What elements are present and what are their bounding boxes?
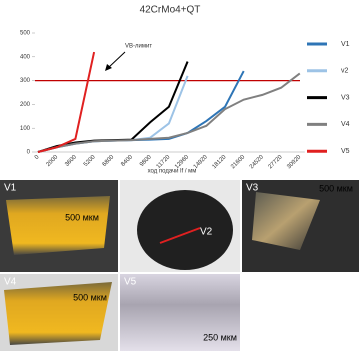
y-tick-label: 100 [20, 126, 31, 132]
y-tick-label: 500 [20, 31, 31, 37]
photo-label: V1 [4, 183, 17, 194]
scale-label: 250 мкм [203, 332, 237, 342]
insert-v3 [252, 192, 320, 250]
y-tick-label: 200 [20, 102, 31, 108]
scale-label: 500 мкм [319, 183, 353, 193]
photo-label: V5 [124, 277, 137, 288]
legend-label: V4 [341, 121, 350, 128]
arrow-head [105, 64, 112, 71]
x-tick-label: 3600 [64, 154, 78, 168]
series-line [37, 72, 301, 153]
annotation-arrow [107, 51, 126, 69]
photos [0, 180, 359, 351]
x-tick-label: 6800 [102, 154, 116, 168]
photo-label: V4 [4, 277, 17, 288]
y-tick-label: 400 [20, 54, 31, 60]
chart-title: 42CrMo4+QT [140, 5, 201, 16]
insert-v1 [6, 196, 110, 255]
x-tick-label: 5200 [83, 154, 97, 168]
insert-v2 [137, 190, 233, 270]
x-tick-label: 18120 [211, 154, 228, 171]
photo-label: V3 [246, 183, 259, 194]
x-tick-label: 0 [34, 154, 41, 161]
photo-label: V2 [200, 227, 213, 238]
photo-v5 [120, 274, 240, 351]
x-tick-label: 30920 [286, 154, 303, 171]
x-tick-label: 8400 [120, 154, 134, 168]
legend-label: V3 [341, 94, 350, 101]
annotation: VB-лимит [125, 44, 152, 50]
scale-label: 500 мкм [65, 212, 99, 222]
legend-label: V5 [341, 148, 350, 155]
x-tick-label: 14920 [193, 154, 210, 171]
x-tick-label: 11720 [156, 154, 172, 170]
legend-label: v2 [341, 68, 349, 75]
x-tick-label: 24520 [249, 154, 266, 171]
x-tick-label: 27720 [268, 154, 285, 171]
x-tick-label: 21600 [230, 154, 247, 171]
series-line [37, 51, 96, 153]
x-axis-label: ход подачи lf / мм [148, 169, 197, 175]
x-tick-label: 2000 [46, 154, 60, 168]
y-tick-label: 0 [27, 150, 31, 156]
x-tick-label: 9800 [139, 154, 153, 168]
legend-label: V1 [341, 41, 350, 48]
scale-label: 500 мкм [73, 292, 107, 302]
y-tick-label: 300 [20, 78, 31, 84]
arrow [159, 227, 201, 244]
insert-v4 [4, 282, 112, 345]
